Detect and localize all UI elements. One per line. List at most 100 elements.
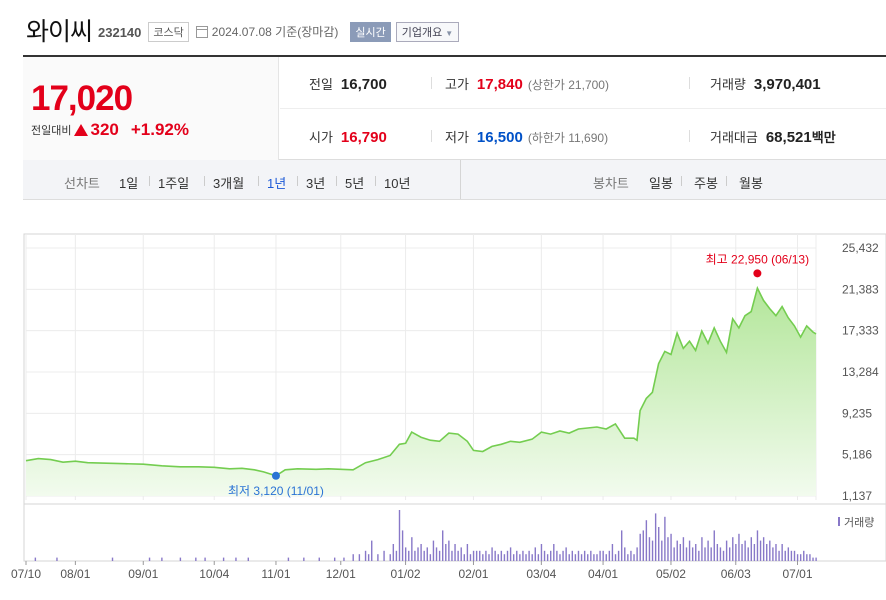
volume-bar [772, 547, 774, 561]
max-price-marker [753, 269, 762, 278]
tab-candle-weekly[interactable]: 주봉 [694, 176, 718, 191]
volume-bar [691, 547, 694, 561]
volume-bar [454, 544, 456, 561]
volume-bar [408, 550, 410, 561]
volume-bar [815, 557, 817, 561]
volume-bar [148, 557, 151, 561]
tab-period-10y[interactable]: 10년 [384, 176, 411, 191]
volume-bar [633, 554, 635, 561]
volume-bar [735, 544, 737, 561]
tab-candle-daily[interactable]: 일봉 [649, 176, 673, 191]
tab-divider [681, 176, 682, 186]
tab-candle-monthly[interactable]: 월봉 [739, 176, 763, 191]
volume-bar [793, 550, 796, 561]
min-price-label: 최저 3,120 (11/01) [228, 484, 324, 498]
volume-bar [195, 557, 197, 561]
volume-bar [222, 557, 225, 561]
volume-bar [744, 540, 746, 561]
tab-period-1w[interactable]: 1주일 [158, 176, 190, 191]
volume-bar [457, 550, 459, 561]
volume-bar [741, 544, 743, 561]
lower-limit: (하한가 11,690) [527, 131, 609, 145]
volume-bar [624, 547, 626, 561]
line-chart-label: 선차트 [64, 176, 100, 191]
volume-bar [522, 550, 524, 561]
volume-bar [806, 554, 808, 561]
volume-bar [664, 516, 666, 561]
realtime-button[interactable]: 실시간 [350, 21, 391, 42]
tab-period-1y[interactable]: 1년 [267, 176, 287, 191]
volume-bar [766, 544, 768, 561]
company-overview-label: 기업개요 [401, 26, 443, 39]
volume-bar [392, 544, 395, 561]
high-value: 17,840 [476, 76, 523, 93]
stock-name: 와이씨 [26, 18, 93, 46]
stat-volume: 거래량 3,970,401 [710, 74, 821, 93]
volume-bar [506, 550, 509, 561]
volume-legend-label: 거래량 [844, 516, 874, 529]
amount-value: 68,521 [765, 129, 812, 146]
tab-period-5y[interactable]: 5년 [345, 176, 365, 191]
amount-label: 거래대금 [710, 130, 758, 145]
volume-bar [627, 554, 629, 561]
price-summary: 17,020 전일대비 320 +1.92% [23, 57, 279, 160]
y-tick-label: 21,383 [842, 282, 879, 296]
low-value: 16,500 [476, 129, 523, 146]
volume-bar [414, 550, 416, 561]
volume-bar [667, 537, 669, 561]
x-tick-label: 08/01 [60, 567, 90, 581]
low-label: 저가 [445, 130, 469, 145]
up-triangle-icon [74, 124, 89, 136]
volume-bar [398, 510, 401, 561]
tab-divider [375, 176, 376, 186]
volume-bar [161, 557, 163, 561]
volume-bar [550, 550, 552, 561]
x-tick-label: 09/01 [128, 567, 158, 581]
volume-bar [343, 557, 345, 561]
volume-bar [648, 537, 651, 561]
tab-period-1d[interactable]: 1일 [119, 176, 139, 191]
volume-bar [383, 550, 385, 561]
volume-bar [769, 540, 771, 561]
volume-bar [725, 540, 728, 561]
volume-bar [488, 554, 490, 561]
x-tick-label: 04/01 [588, 567, 618, 581]
company-overview-button[interactable]: 기업개요 ▼ [395, 21, 460, 42]
volume-bar [247, 557, 249, 561]
tab-period-3m[interactable]: 3개월 [213, 176, 245, 191]
tab-divider [336, 176, 337, 186]
volume-bar [685, 547, 688, 561]
diff-label: 전일대비 [31, 125, 72, 137]
tab-period-3y[interactable]: 3년 [306, 176, 326, 191]
volume-bar [577, 550, 580, 561]
volume-bar [710, 547, 712, 561]
volume-bar [559, 554, 561, 561]
volume-bar [303, 557, 305, 561]
volume-bar [525, 554, 527, 561]
y-tick-label: 9,235 [842, 406, 872, 420]
volume-bar [608, 550, 611, 561]
volume-bar [645, 520, 648, 561]
stat-open: 시가 16,790 [309, 127, 387, 146]
volume-bar [716, 544, 719, 561]
x-tick-label: 12/01 [326, 567, 356, 581]
calendar-icon [195, 25, 208, 38]
volume-bar [404, 547, 407, 561]
volume-bar [698, 550, 700, 561]
market-badge: 코스닥 [148, 21, 189, 42]
amount-unit: 백만 [811, 130, 836, 145]
volume-bar [377, 554, 379, 561]
tab-group-divider [460, 160, 461, 199]
volume-bar [497, 554, 499, 561]
volume-bar [747, 547, 749, 561]
volume-bar [485, 550, 487, 561]
quote-panel: 17,020 전일대비 320 +1.92% 전일 16,700 고가 17,8… [23, 55, 886, 160]
volume-bar [503, 554, 506, 561]
price-chart[interactable]: 25,43221,38317,33313,2849,2355,1861,137 … [0, 226, 886, 600]
volume-bar [722, 550, 725, 561]
prev-close-value: 16,700 [340, 76, 387, 93]
volume-bar [750, 537, 752, 561]
volume-bar [565, 547, 567, 561]
stock-header: 와이씨 232140 코스닥 2024.07.08 기준(장마감) 실시간 기업… [26, 14, 460, 46]
volume-bar [654, 513, 657, 561]
